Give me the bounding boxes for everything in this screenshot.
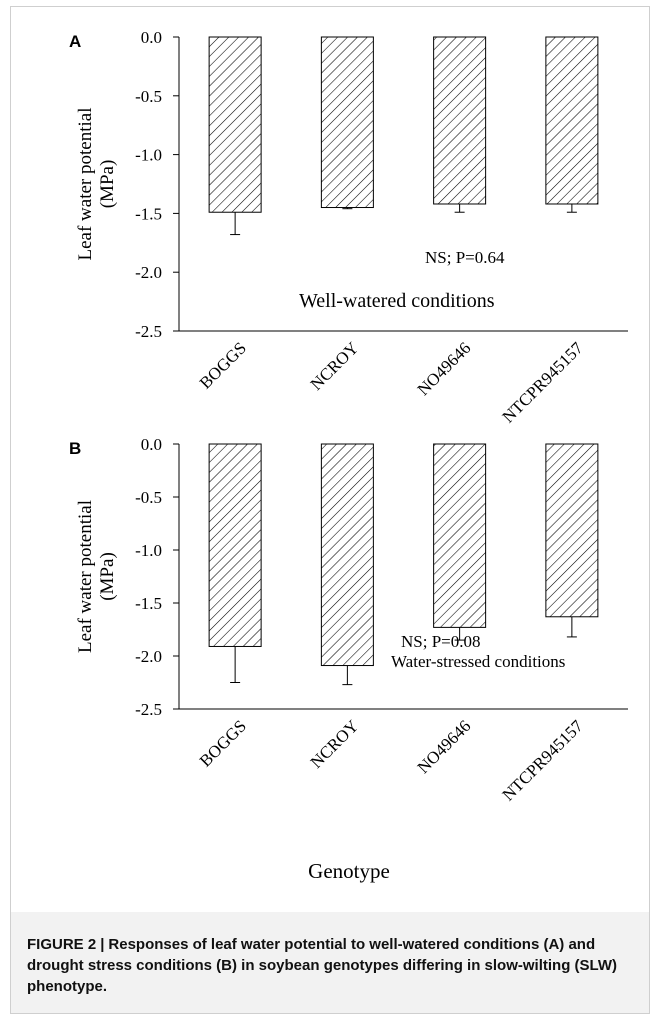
panel-b-category-label: BOGGS xyxy=(196,716,250,770)
panel-b-category-label: NCROY xyxy=(307,716,363,772)
panel-a: A 0.0 -0.5 -1.0 -1.5 -2.0 -2.5 Leaf water pote… xyxy=(69,28,628,427)
panel-a-stat-annotation: NS; P=0.64 xyxy=(425,248,505,267)
panel-b-y-tick-label: -2.0 xyxy=(135,647,162,666)
panel-b-y-tick-label: -2.5 xyxy=(135,700,162,719)
panel-b-bar xyxy=(208,443,262,647)
panel-a-condition-annotation: Well-watered conditions xyxy=(299,290,495,312)
panel-a-bar xyxy=(433,36,487,205)
panel-a-y-tick-label: -1.5 xyxy=(135,204,162,223)
caption-text: Responses of leaf water potential to wel… xyxy=(27,936,618,995)
panel-b: B 0.0 -0.5 -1.0 -1.5 -2.0 -2.5 Leaf water pote… xyxy=(69,435,628,883)
panel-b-condition-annotation: Water-stressed conditions xyxy=(391,652,565,671)
panel-a-y-axis-title: Leaf water potential xyxy=(75,108,96,261)
panel-a-y-tick-label: 0.0 xyxy=(141,28,162,47)
panel-b-y-tick-label: -1.5 xyxy=(135,594,162,613)
panel-a-y-tick-label: -2.5 xyxy=(135,322,162,341)
panel-label-a: A xyxy=(69,32,81,51)
panel-b-stat-annotation: NS; P=0.08 xyxy=(401,632,481,651)
figure-svg: A 0.0 -0.5 -1.0 -1.5 -2.0 -2.5 Leaf water pote… xyxy=(69,28,628,883)
panel-b-plot: 0.0 -0.5 -1.0 -1.5 -2.0 -2.5 Leaf water potent… xyxy=(75,435,628,805)
panel-b-bar xyxy=(320,443,374,667)
panel-b-bar xyxy=(433,443,487,628)
panel-a-y-tick-label: -1.0 xyxy=(135,146,162,165)
panel-a-category-label: BOGGS xyxy=(196,338,250,392)
caption-separator: | xyxy=(100,936,105,953)
panel-a-category-label: NCROY xyxy=(307,338,363,394)
panel-b-y-axis-title: Leaf water potential xyxy=(75,500,96,653)
panel-b-y-tick-label: -1.0 xyxy=(135,541,162,560)
panel-a-y-axis-unit: (MPa) xyxy=(97,160,118,209)
panel-a-y-tick-label: -2.0 xyxy=(135,263,162,282)
panel-b-y-tick-label: -0.5 xyxy=(135,488,162,507)
panel-a-bar xyxy=(320,36,374,209)
panel-b-bar xyxy=(545,443,599,618)
panel-b-category-label: NTCPR945157 xyxy=(498,716,587,805)
panel-a-y-tick-label: -0.5 xyxy=(135,87,162,106)
panel-a-category-label: NTCPR945157 xyxy=(498,338,587,427)
figure-frame: A 0.0 -0.5 -1.0 -1.5 -2.0 -2.5 Leaf water pote… xyxy=(10,6,650,1014)
panel-a-bar xyxy=(208,36,262,213)
panel-a-bar xyxy=(545,36,599,205)
panel-b-y-tick-label: 0.0 xyxy=(141,435,162,454)
x-axis-title: Genotype xyxy=(308,859,390,883)
panel-a-category-label: NO49646 xyxy=(414,338,475,399)
caption-label: FIGURE 2 xyxy=(27,936,97,953)
panel-b-y-axis-unit: (MPa) xyxy=(97,552,118,601)
panel-label-b: B xyxy=(69,439,81,458)
figure-caption: FIGURE 2 | Responses of leaf water potenti… xyxy=(11,912,649,1013)
panel-b-category-label: NO49646 xyxy=(414,716,475,777)
panel-a-plot: 0.0 -0.5 -1.0 -1.5 -2.0 -2.5 Leaf water potent… xyxy=(75,28,628,427)
